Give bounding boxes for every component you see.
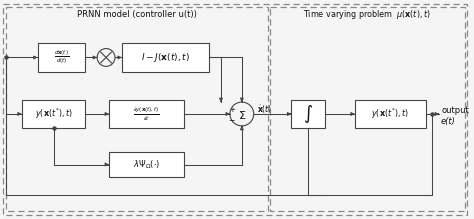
Text: +: + <box>229 107 235 113</box>
Bar <box>292 100 325 128</box>
Text: $y(\mathbf{x}(t^{*}), t)$: $y(\mathbf{x}(t^{*}), t)$ <box>372 107 410 121</box>
Text: $y(\mathbf{x}(t^{*}), t)$: $y(\mathbf{x}(t^{*}), t)$ <box>35 107 73 121</box>
Text: $\Sigma$: $\Sigma$ <box>237 109 246 121</box>
Text: Time varying problem  $\mu(\mathbf{x}(t), t)$: Time varying problem $\mu(\mathbf{x}(t),… <box>303 8 430 21</box>
Bar <box>109 100 184 128</box>
Bar <box>122 43 209 72</box>
Bar <box>6 7 268 211</box>
Text: $\dot{\mathbf{x}}(t)$: $\dot{\mathbf{x}}(t)$ <box>257 104 272 117</box>
Text: PRNN model (controller u(t)): PRNN model (controller u(t)) <box>77 10 197 19</box>
Bar <box>109 152 184 177</box>
Text: $\int$: $\int$ <box>303 103 313 125</box>
Text: $-$: $-$ <box>228 114 236 124</box>
Bar <box>270 7 465 211</box>
Text: $\frac{\partial y(\mathbf{x}(t),t)}{\partial t}$: $\frac{\partial y(\mathbf{x}(t),t)}{\par… <box>133 105 160 123</box>
Bar <box>37 43 85 72</box>
Bar <box>355 100 426 128</box>
Text: e(t): e(t) <box>441 117 456 126</box>
Text: output: output <box>441 106 469 115</box>
Text: $I - J(\mathbf{x}(t), t)$: $I - J(\mathbf{x}(t), t)$ <box>141 51 190 64</box>
Text: $\lambda\Psi_{\Omega}(\cdot)$: $\lambda\Psi_{\Omega}(\cdot)$ <box>133 158 160 171</box>
Bar <box>22 100 85 128</box>
Text: $\frac{d\mathbf{x}(t)}{d(t)}$: $\frac{d\mathbf{x}(t)}{d(t)}$ <box>54 48 69 67</box>
